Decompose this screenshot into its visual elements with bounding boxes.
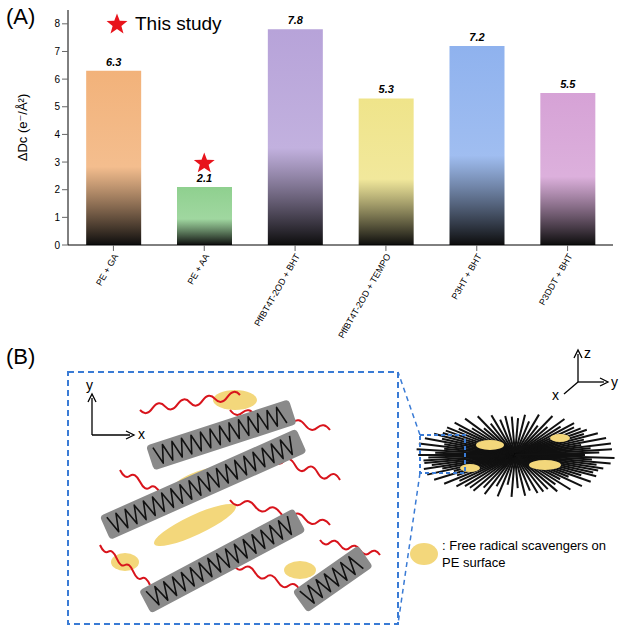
svg-text:5: 5: [54, 101, 60, 112]
svg-text:7.2: 7.2: [469, 31, 484, 43]
html-text:(A): (A): [6, 4, 36, 29]
svg-text:4: 4: [54, 129, 60, 140]
svg-text:2: 2: [54, 184, 60, 195]
svg-text:P3DDT + BHT: P3DDT + BHT: [537, 252, 575, 307]
html-text:This study: This study: [135, 13, 222, 34]
svg-text:z: z: [584, 345, 591, 361]
svg-text:y: y: [86, 377, 93, 393]
svg-text:PE + GA: PE + GA: [94, 252, 120, 288]
svg-text:3: 3: [54, 157, 60, 168]
svg-text:ΔDc (e⁻/Å²): ΔDc (e⁻/Å²): [15, 94, 30, 162]
svg-text:0: 0: [54, 240, 60, 251]
svg-text:PffBT4T-2OD + BHT: PffBT4T-2OD + BHT: [252, 252, 302, 329]
svg-text:x: x: [138, 426, 145, 442]
svg-text:2.1: 2.1: [196, 172, 212, 184]
svg-text:(B): (B): [6, 344, 35, 369]
svg-text:7: 7: [54, 46, 60, 57]
svg-text:1: 1: [54, 212, 60, 223]
svg-text:P3HT + BHT: P3HT + BHT: [449, 252, 483, 302]
svg-text:: Free radical scavengers onPE: : Free radical scavengers onPE surface: [442, 538, 606, 570]
svg-text:6.3: 6.3: [106, 56, 121, 68]
svg-text:5.3: 5.3: [379, 83, 394, 95]
svg-text:PE + AA: PE + AA: [186, 252, 212, 286]
svg-text:8: 8: [54, 18, 60, 29]
svg-text:PffBT4T-2OD + TEMPO: PffBT4T-2OD + TEMPO: [336, 252, 393, 340]
svg-text:6: 6: [54, 74, 60, 85]
svg-text:x: x: [552, 387, 559, 403]
svg-text:7.8: 7.8: [288, 14, 304, 26]
svg-text:5.5: 5.5: [560, 78, 576, 90]
svg-text:y: y: [611, 374, 618, 390]
